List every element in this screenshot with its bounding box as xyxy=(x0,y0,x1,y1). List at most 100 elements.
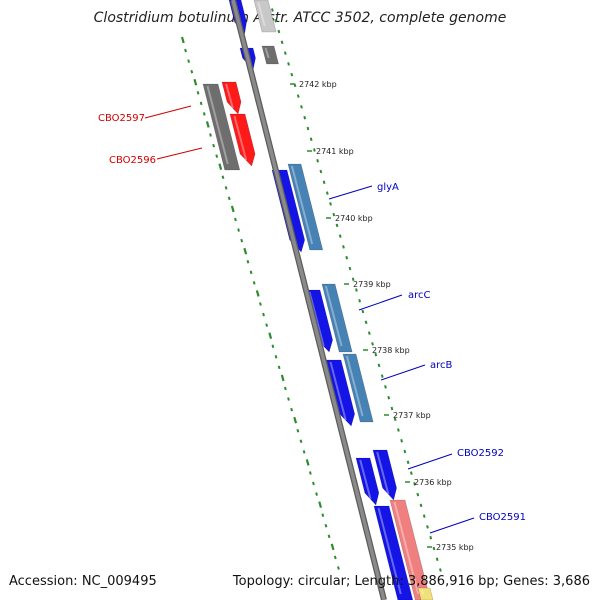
cds-red-cbo2597-shine xyxy=(225,83,234,109)
outer-tick xyxy=(358,299,361,303)
outer-tick xyxy=(348,266,352,271)
outer-tick xyxy=(374,352,378,357)
cds-steel-glya xyxy=(287,163,324,251)
kbp-label: 2741 kbp xyxy=(316,147,354,156)
outer-tick xyxy=(384,385,387,389)
outer-tick xyxy=(432,546,436,551)
outer-tick xyxy=(351,277,355,281)
inner-tick xyxy=(240,238,244,243)
inner-tick xyxy=(293,416,298,424)
inner-tick xyxy=(255,290,260,297)
gene-leader-line xyxy=(380,364,426,381)
cds-red-cbo2597 xyxy=(221,81,242,115)
cds-gray-small-shine xyxy=(264,47,270,59)
backbone-layer xyxy=(230,0,387,600)
kbp-label: 2735 kbp xyxy=(436,543,474,552)
kbp-label: 2742 kbp xyxy=(299,80,337,89)
outer-tick xyxy=(355,288,358,292)
inner-tick xyxy=(305,459,310,466)
gene-label-glya: glyA xyxy=(377,182,399,193)
inner-tick xyxy=(221,175,225,180)
outer-tick xyxy=(287,62,290,66)
cds-gray-large xyxy=(202,83,241,171)
inner-tick xyxy=(274,355,278,359)
inner-tick xyxy=(246,259,250,264)
gene-leader-line xyxy=(328,185,373,200)
inner-tick xyxy=(209,133,212,137)
cds-steel-arcb-shine xyxy=(345,355,364,417)
inner-tick xyxy=(315,492,318,496)
outer-tick xyxy=(413,482,416,486)
inner-tick xyxy=(324,523,328,528)
kbp-label: 2736 kbp xyxy=(414,478,452,487)
inner-tick xyxy=(280,374,285,382)
inner-tick xyxy=(243,247,248,255)
inner-tick xyxy=(283,386,287,391)
inner-tick xyxy=(205,121,210,128)
outer-tick xyxy=(422,514,426,518)
inner-tick xyxy=(302,450,306,454)
cds-blue-arcc-shine xyxy=(308,291,325,347)
kbp-label: 2737 kbp xyxy=(393,411,431,420)
inner-tick xyxy=(337,566,340,570)
cds-steel-arcc xyxy=(321,283,353,353)
cds-blue-cbo2592b-shine xyxy=(376,451,390,495)
inner-tick xyxy=(187,59,191,63)
cds-red-cbo2596-shine xyxy=(233,115,248,161)
outer-tick xyxy=(400,439,403,443)
outer-tick xyxy=(303,115,307,120)
inner-tick xyxy=(268,332,273,339)
outer-tick xyxy=(429,535,433,540)
inner-tick xyxy=(287,397,290,401)
labels: 2742 kbp 2741 kbp 2740 kbp 2739 kbp 2738 kbp… xyxy=(98,80,526,552)
cds-steel-arcc-shine xyxy=(324,285,343,347)
cds-yellow-bottom xyxy=(417,587,434,600)
outer-tick xyxy=(283,51,287,55)
outer-tick xyxy=(342,245,345,249)
outer-tick xyxy=(390,406,394,411)
cds-blue-cbo2592a xyxy=(355,457,380,506)
genome-title: Clostridium botulinum A str. ATCC 3502, … xyxy=(93,10,507,26)
inner-tick xyxy=(199,101,203,106)
gene-label-cbo2596: CBO2596 xyxy=(109,155,156,166)
inner-tick xyxy=(299,439,303,444)
outer-tick xyxy=(393,417,397,421)
outer-tick xyxy=(277,29,281,34)
inner-tick xyxy=(262,312,265,317)
gene-leader-line xyxy=(144,105,192,119)
inner-tick xyxy=(265,323,269,327)
outer-tick xyxy=(397,428,400,432)
inner-tick xyxy=(224,186,228,190)
gene-label-cbo2592: CBO2592 xyxy=(457,448,504,459)
outer-tick xyxy=(364,320,368,325)
tick-marks xyxy=(180,8,442,572)
inner-tick xyxy=(215,154,219,158)
outer-tick xyxy=(271,8,274,12)
outer-tick xyxy=(361,309,365,314)
cds-blue-cbo2591-shine xyxy=(377,507,402,595)
outer-tick xyxy=(329,202,332,206)
inner-tick xyxy=(333,555,337,560)
inner-tick xyxy=(202,112,206,116)
outer-tick xyxy=(335,223,339,228)
inner-tick xyxy=(184,48,187,53)
cds-blue-cbo2592a-shine xyxy=(359,459,372,500)
outer-tick xyxy=(300,105,303,109)
cds-red-cbo2596 xyxy=(229,113,256,167)
inner-tick xyxy=(277,365,281,370)
inner-tick xyxy=(196,91,200,95)
inner-tick xyxy=(252,281,256,285)
gene-leader-line xyxy=(429,517,475,534)
inner-tick xyxy=(249,270,253,275)
outer-tick xyxy=(403,449,407,454)
outer-tick xyxy=(435,557,439,561)
cds-gray-small xyxy=(261,45,279,65)
gene-label-arcb: arcB xyxy=(430,360,453,371)
inner-tick xyxy=(290,407,294,412)
gene-leader-line xyxy=(156,147,203,160)
outer-tick xyxy=(306,126,310,131)
outer-tick xyxy=(280,40,284,45)
outer-tick xyxy=(406,460,410,465)
outer-tick xyxy=(332,212,336,217)
